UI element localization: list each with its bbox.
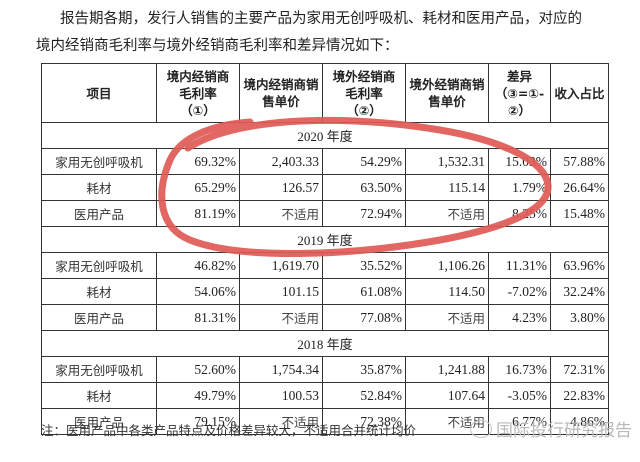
cell-item: 医用产品 [41, 200, 157, 227]
cell-difference: 11.31% [488, 252, 551, 279]
cell-revenue-share: 57.88% [550, 148, 609, 175]
cell-domestic-price: 101.15 [239, 278, 323, 305]
watermark-text: 国际投行研究报告 [496, 421, 632, 441]
table-row: 家用无创呼吸机 46.82% 1,619.70 35.52% 1,106.26 … [41, 252, 609, 279]
cell-foreign-margin: 72.94% [322, 200, 406, 227]
cell-foreign-price: 1,241.88 [405, 356, 489, 383]
cell-item: 耗材 [41, 382, 157, 409]
header-row: 项目 境内经销商 毛利率 （①） 境内经销商销 售单价 境外经销商 毛利率 （②） 境外经… [41, 63, 609, 123]
margin-comparison-table: 项目 境内经销商 毛利率 （①） 境内经销商销 售单价 境外经销商 毛利率 （②） 境外经… [41, 63, 609, 435]
table-row: 耗材 49.79% 100.53 52.84% 107.64 -3.05% 22… [41, 382, 609, 409]
cell-revenue-share: 72.31% [550, 356, 609, 383]
cell-item: 耗材 [41, 278, 157, 305]
header-foreign-price: 境外经销商销 售单价 [405, 63, 489, 123]
cell-foreign-margin: 61.08% [322, 278, 406, 305]
cell-item: 耗材 [41, 174, 157, 201]
cell-revenue-share: 32.24% [550, 278, 609, 305]
cell-difference: -3.05% [488, 382, 551, 409]
cell-difference: -7.02% [488, 278, 551, 305]
cell-foreign-margin: 72.38% [322, 408, 406, 435]
cell-difference: 4.23% [488, 304, 551, 331]
cell-domestic-margin: 81.31% [156, 304, 240, 331]
cell-domestic-price: 不适用 [239, 304, 323, 331]
cell-domestic-price: 100.53 [239, 382, 323, 409]
cell-item: 家用无创呼吸机 [41, 252, 157, 279]
cell-foreign-margin: 35.52% [322, 252, 406, 279]
cell-revenue-share: 26.64% [550, 174, 609, 201]
cell-domestic-price: 不适用 [239, 200, 323, 227]
cell-revenue-share: 63.96% [550, 252, 609, 279]
header-item: 项目 [41, 63, 157, 123]
table-row: 耗材 54.06% 101.15 61.08% 114.50 -7.02% 32… [41, 278, 609, 305]
cell-domestic-margin: 52.60% [156, 356, 240, 383]
cell-domestic-margin: 79.15% [156, 408, 240, 435]
cell-difference: 16.73% [488, 356, 551, 383]
cell-foreign-price: 115.14 [405, 174, 489, 201]
cell-foreign-margin: 52.84% [322, 382, 406, 409]
footnote: 注：医用产品中各类产品特点及价格差异较大，不适用合并统计均价 [41, 423, 417, 438]
year-label: 2018 年度 [41, 330, 609, 357]
cell-item: 医用产品 [41, 304, 157, 331]
cell-domestic-margin: 49.79% [156, 382, 240, 409]
header-domestic-margin: 境内经销商 毛利率 （①） [156, 63, 240, 123]
cell-difference: 8.25% [488, 200, 551, 227]
header-difference: 差异 （③=①- ②） [488, 63, 551, 123]
cell-domestic-margin: 65.29% [156, 174, 240, 201]
table-row: 医用产品 81.31% 不适用 77.08% 不适用 4.23% 3.80% [41, 304, 609, 331]
cell-domestic-price: 2,403.33 [239, 148, 323, 175]
cell-revenue-share: 15.48% [550, 200, 609, 227]
cell-foreign-margin: 35.87% [322, 356, 406, 383]
cell-domestic-margin: 69.32% [156, 148, 240, 175]
wechat-icon [470, 420, 492, 438]
cell-foreign-price: 不适用 [405, 200, 489, 227]
cell-domestic-margin: 46.82% [156, 252, 240, 279]
year-row-2020: 2020 年度 [41, 122, 609, 149]
cell-revenue-share: 4.86% [550, 408, 609, 435]
year-row-2018: 2018 年度 [41, 330, 609, 357]
cell-foreign-margin: 54.29% [322, 148, 406, 175]
cell-foreign-margin: 63.50% [322, 174, 406, 201]
table-row: 耗材 65.29% 126.57 63.50% 115.14 1.79% 26.… [41, 174, 609, 201]
cell-item: 家用无创呼吸机 [41, 356, 157, 383]
table-row: 医用产品 81.19% 不适用 72.94% 不适用 8.25% 15.48% [41, 200, 609, 227]
watermark: 国际投行研究报告 [470, 416, 632, 441]
cell-revenue-share: 3.80% [550, 304, 609, 331]
cell-item: 医用产品 [41, 408, 157, 435]
cell-revenue-share: 22.83% [550, 382, 609, 409]
header-domestic-price: 境内经销商销 售单价 [239, 63, 323, 123]
table-row: 家用无创呼吸机 52.60% 1,754.34 35.87% 1,241.88 … [41, 356, 609, 383]
cell-domestic-margin: 81.19% [156, 200, 240, 227]
cell-difference: 1.79% [488, 174, 551, 201]
header-foreign-margin: 境外经销商 毛利率 （②） [322, 63, 406, 123]
cell-domestic-price: 126.57 [239, 174, 323, 201]
intro-line-1: 报告期各期，发行人销售的主要产品为家用无创呼吸机、耗材和医用产品，对应的 [60, 11, 582, 27]
cell-foreign-price: 1,106.26 [405, 252, 489, 279]
cell-domestic-price: 1,754.34 [239, 356, 323, 383]
cell-domestic-margin: 54.06% [156, 278, 240, 305]
cell-foreign-margin: 77.08% [322, 304, 406, 331]
year-label: 2019 年度 [41, 226, 609, 253]
cell-domestic-price: 1,619.70 [239, 252, 323, 279]
year-label: 2020 年度 [41, 122, 609, 149]
table-row: 医用产品 79.15% 不适用 72.38% 不适用 6.77% 4.86% [41, 408, 609, 435]
table-row: 家用无创呼吸机 69.32% 2,403.33 54.29% 1,532.31 … [41, 148, 609, 175]
cell-foreign-price: 1,532.31 [405, 148, 489, 175]
header-revenue-share: 收入占比 [550, 63, 609, 123]
intro-line-2: 境内经销商毛利率与境外经销商毛利率和差异情况如下： [36, 38, 399, 54]
intro-paragraph: 报告期各期，发行人销售的主要产品为家用无创呼吸机、耗材和医用产品，对应的 境内经… [36, 6, 636, 60]
cell-foreign-price: 107.64 [405, 382, 489, 409]
year-row-2019: 2019 年度 [41, 226, 609, 253]
cell-item: 家用无创呼吸机 [41, 148, 157, 175]
cell-foreign-price: 不适用 [405, 304, 489, 331]
cell-difference: 15.03% [488, 148, 551, 175]
cell-foreign-price: 114.50 [405, 278, 489, 305]
